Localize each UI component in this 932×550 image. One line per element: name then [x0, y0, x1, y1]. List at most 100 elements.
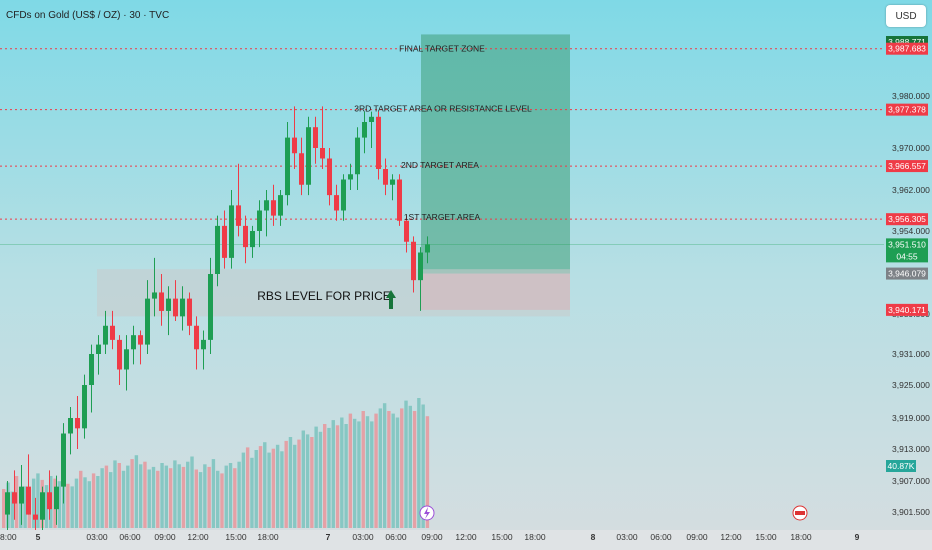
candle-body: [89, 354, 94, 385]
volume-bar: [147, 469, 151, 528]
volume-bar: [186, 461, 190, 528]
x-tick-label: 12:00: [720, 532, 742, 542]
candle-body: [82, 385, 87, 429]
candle-body: [19, 486, 24, 504]
candle-body: [215, 225, 220, 274]
second-target-label: 2ND TARGET AREA: [401, 160, 479, 170]
volume-bar: [10, 491, 14, 528]
candle-body: [124, 349, 129, 370]
volume-bar: [250, 457, 254, 528]
volume-bar: [361, 411, 365, 528]
candle-body: [334, 195, 339, 211]
x-tick-label: 09:00: [154, 532, 176, 542]
volume-bar: [36, 473, 40, 528]
us-flag-stripe: [795, 511, 805, 515]
x-tick-label: 03:00: [352, 532, 374, 542]
volume-bar: [395, 417, 400, 528]
candle-body: [173, 298, 178, 317]
x-tick-label: 5: [36, 532, 41, 542]
volume-bar: [271, 448, 276, 528]
candle-body: [201, 339, 206, 350]
volume-bar: [378, 408, 383, 528]
volume-bar: [121, 470, 126, 528]
volume-bar: [2, 489, 6, 528]
volume-bar: [241, 452, 246, 528]
x-tick-label: 7: [326, 532, 331, 542]
volume-bar: [117, 463, 121, 528]
x-tick-label: 15:00: [225, 532, 247, 542]
x-tick-label: 15:00: [491, 532, 513, 542]
volume-bar: [109, 472, 113, 528]
candle-body: [131, 335, 136, 350]
first-target-label: 1ST TARGET AREA: [404, 212, 481, 222]
x-tick-label: 03:00: [86, 532, 108, 542]
candle-body: [425, 244, 430, 253]
volume-bar: [100, 468, 104, 528]
volume-bar: [254, 450, 258, 528]
volume-bar: [258, 446, 263, 528]
volume-bar: [160, 463, 164, 528]
candle-body: [166, 298, 171, 311]
volume-bar: [190, 456, 194, 528]
candle-body: [33, 514, 38, 520]
volume-bar: [19, 494, 23, 528]
candle-body: [418, 252, 423, 281]
volume-bar: [220, 473, 224, 528]
volume-bar: [310, 437, 314, 528]
price-badge-value: 3,977.378: [888, 105, 926, 115]
lightning-icon: [424, 507, 430, 519]
volume-bar: [198, 472, 203, 528]
volume-bar: [151, 466, 156, 528]
x-tick-label: 18:00: [257, 532, 279, 542]
price-badge: [886, 160, 928, 173]
currency-button[interactable]: USD: [886, 5, 926, 27]
price-badge: [886, 303, 928, 316]
volume-bar: [168, 468, 173, 528]
y-tick-label: 3,954.000: [892, 226, 930, 236]
time-axis[interactable]: [0, 530, 932, 550]
candle-body: [61, 433, 66, 487]
volume-bar: [44, 485, 49, 528]
volume-bar: [305, 434, 310, 528]
volume-bar: [370, 421, 374, 528]
up-arrow-icon: [386, 290, 396, 309]
price-badge-value: 3,951.510: [888, 239, 926, 249]
candle-body: [222, 225, 227, 258]
volume-bar: [408, 405, 412, 528]
volume-bar: [211, 459, 216, 528]
candle-body: [383, 169, 388, 185]
volume-bar: [177, 464, 181, 528]
x-tick-label: 9: [855, 532, 860, 542]
y-tick-label: 3,980.000: [892, 91, 930, 101]
volume-bar: [340, 417, 344, 528]
price-badge: [886, 213, 928, 226]
volume-bar: [357, 421, 361, 528]
price-badge-value: 3,987.683: [888, 44, 926, 54]
volume-bar: [91, 473, 96, 528]
price-badge-value: 3,988.771: [888, 37, 926, 47]
candle-body: [40, 492, 45, 520]
x-tick-label: 12:00: [187, 532, 209, 542]
candle-body: [327, 158, 332, 196]
candle-body: [194, 325, 199, 350]
candle-body: [271, 200, 276, 216]
price-badge-value: 3,946.079: [888, 269, 926, 279]
candle-body: [404, 220, 409, 242]
candle-body: [243, 225, 248, 248]
volume-bar: [228, 463, 233, 528]
volume-bar: [263, 442, 267, 528]
candle-body: [376, 116, 381, 169]
volume-bar: [237, 461, 241, 528]
volume-bar: [412, 411, 417, 528]
volume-bar: [96, 476, 100, 528]
volume-bar: [173, 460, 177, 528]
x-tick-label: 8: [591, 532, 596, 542]
volume-bar: [194, 469, 198, 528]
candle-body: [306, 127, 311, 185]
volume-bar: [130, 459, 134, 528]
volume-bar: [314, 426, 318, 528]
candle-body: [348, 174, 353, 180]
candle-body: [208, 274, 213, 340]
